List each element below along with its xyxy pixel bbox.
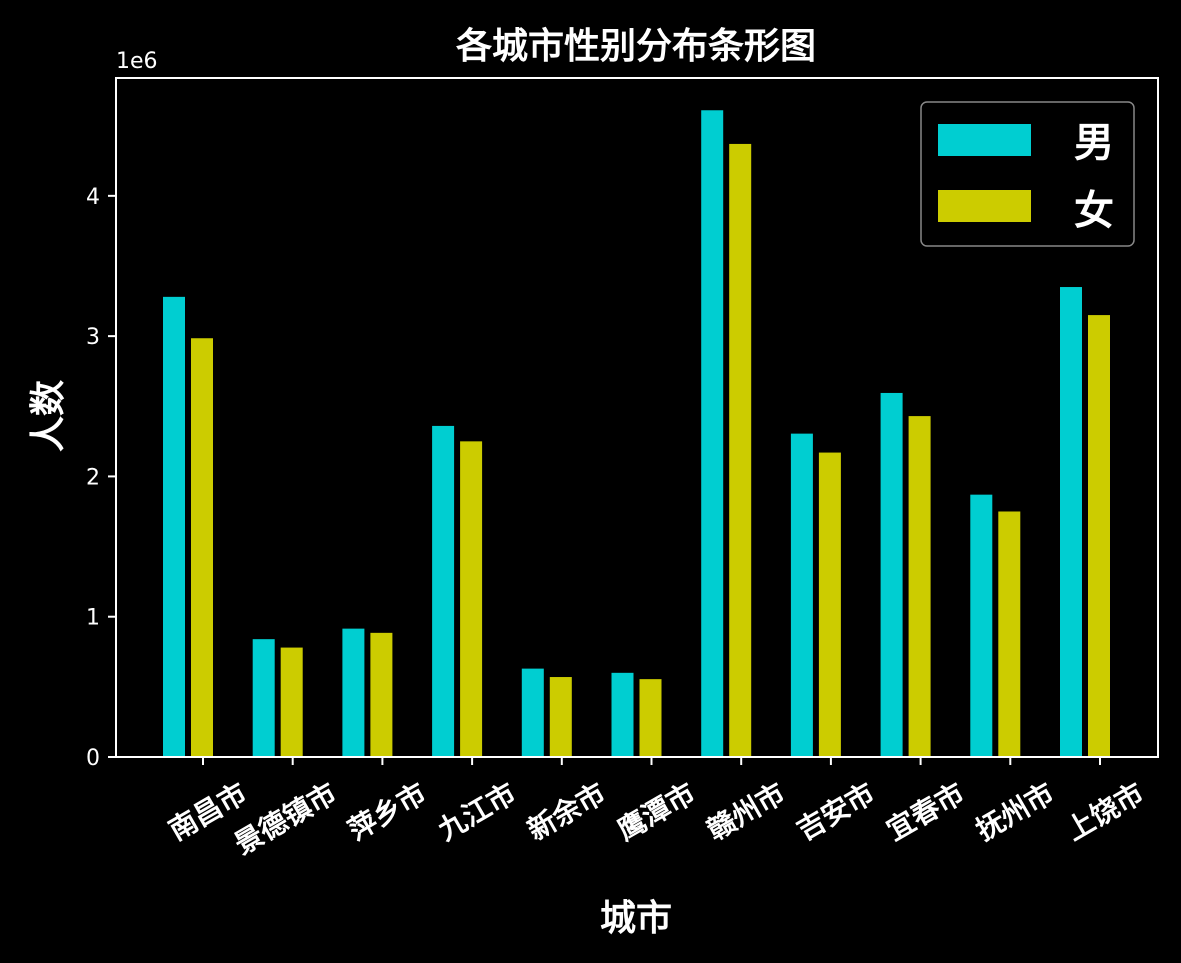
bar-female-8	[908, 416, 931, 757]
bars-group	[163, 110, 1110, 758]
x-tick-label: 宜春市	[881, 776, 970, 847]
bar-male-4	[521, 668, 544, 757]
bar-female-9	[998, 511, 1021, 757]
x-tick-label: 鹰潭市	[612, 776, 701, 847]
x-tick-label: 九江市	[432, 776, 521, 847]
bar-female-5	[639, 679, 662, 757]
bar-male-0	[163, 296, 185, 757]
x-tick-label: 上饶市	[1060, 776, 1149, 847]
y-tick-label: 2	[86, 465, 100, 490]
bar-male-3	[432, 425, 455, 757]
bar-female-10	[1088, 315, 1110, 757]
x-tick-label: 萍乡市	[343, 776, 432, 847]
y-axis-label: 人数	[28, 380, 69, 452]
y-tick-label: 3	[86, 325, 100, 350]
x-tick-label: 吉安市	[791, 776, 880, 847]
x-tick-label: 赣州市	[701, 776, 790, 847]
bar-female-7	[818, 452, 841, 757]
x-tick-label: 新余市	[522, 776, 611, 847]
x-tick-label: 景德镇市	[229, 776, 343, 861]
x-axis-label: 城市	[600, 898, 672, 939]
legend-label-female: 女	[1074, 188, 1114, 234]
bar-female-2	[370, 632, 393, 757]
bar-male-9	[970, 494, 993, 757]
bar-female-0	[191, 338, 213, 757]
bar-male-8	[880, 392, 903, 757]
chart-title: 各城市性别分布条形图	[456, 26, 816, 67]
y-tick-label: 1	[86, 606, 100, 631]
bar-male-6	[701, 110, 724, 757]
bar-male-10	[1060, 287, 1082, 757]
bar-male-7	[790, 433, 813, 757]
bar-female-3	[460, 441, 483, 757]
legend-swatch-female	[938, 190, 1031, 222]
y-tick-label: 0	[86, 746, 100, 771]
legend: 男 女	[920, 101, 1135, 247]
legend-label-male: 男	[1074, 120, 1114, 166]
y-axis-offset-text: 1e6	[116, 49, 158, 74]
y-axis-ticks: 0 1 2 3 4	[86, 185, 116, 771]
bar-female-6	[729, 143, 752, 758]
bar-female-4	[549, 677, 572, 757]
bar-male-1	[252, 639, 275, 757]
y-tick-label: 4	[86, 185, 100, 210]
legend-swatch-male	[938, 124, 1031, 156]
bar-male-5	[611, 672, 634, 757]
plot-area-frame	[115, 77, 1159, 758]
bar-female-1	[280, 647, 303, 757]
x-tick-label: 抚州市	[971, 776, 1060, 847]
bar-male-2	[342, 628, 365, 757]
